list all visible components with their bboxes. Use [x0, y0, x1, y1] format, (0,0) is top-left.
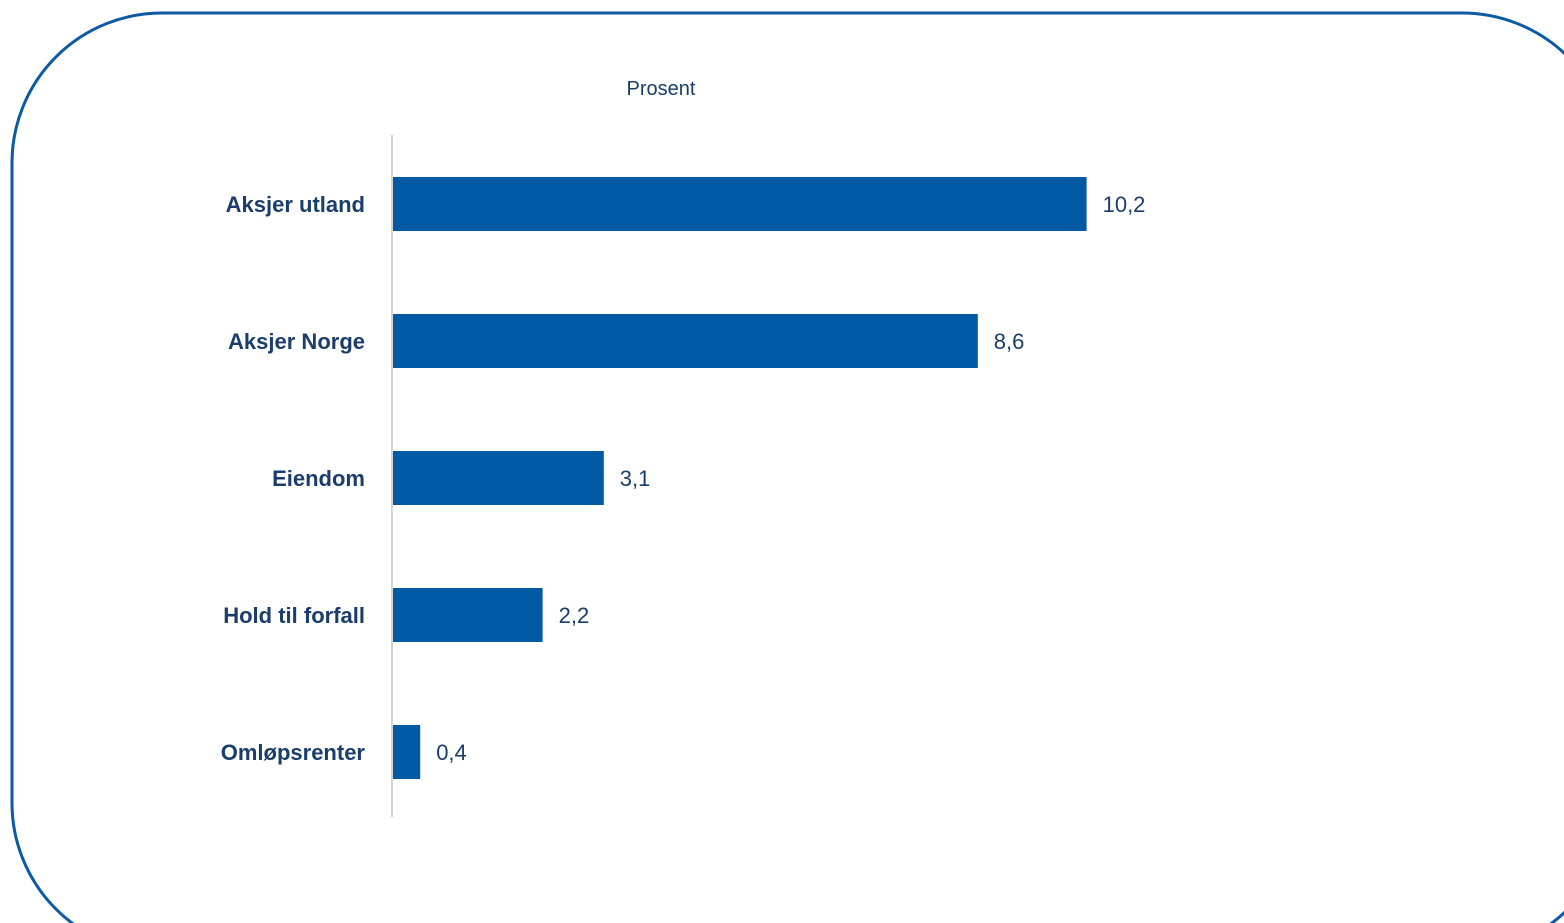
bar-aksjer-utland: [393, 177, 1087, 231]
value-labels-group: 10,2 8,6 3,1 2,2 0,4: [436, 192, 1145, 765]
value-label-omløpsrenter: 0,4: [436, 740, 467, 765]
value-label-eiendom: 3,1: [620, 466, 651, 491]
category-label-hold-til-forfall: Hold til forfall: [223, 603, 365, 628]
chart-border: [10, 11, 1564, 923]
value-label-hold-til-forfall: 2,2: [559, 603, 590, 628]
value-label-aksjer-utland: 10,2: [1103, 192, 1146, 217]
bar-omløpsrenter: [393, 725, 421, 779]
category-label-aksjer-norge: Aksjer Norge: [228, 329, 365, 354]
category-label-eiendom: Eiendom: [272, 466, 365, 491]
unit-label: Prosent: [627, 78, 696, 100]
bar-hold-til-forfall: [393, 588, 543, 642]
bars-group: [393, 177, 1087, 779]
category-label-aksjer-utland: Aksjer utland: [226, 192, 365, 217]
bar-aksjer-norge: [393, 314, 978, 368]
category-labels-group: Aksjer utland Aksjer Norge Eiendom Hold til…: [221, 192, 366, 765]
value-label-aksjer-norge: 8,6: [994, 329, 1025, 354]
category-label-omløpsrenter: Omløpsrenter: [221, 740, 366, 765]
bar-eiendom: [393, 451, 604, 505]
